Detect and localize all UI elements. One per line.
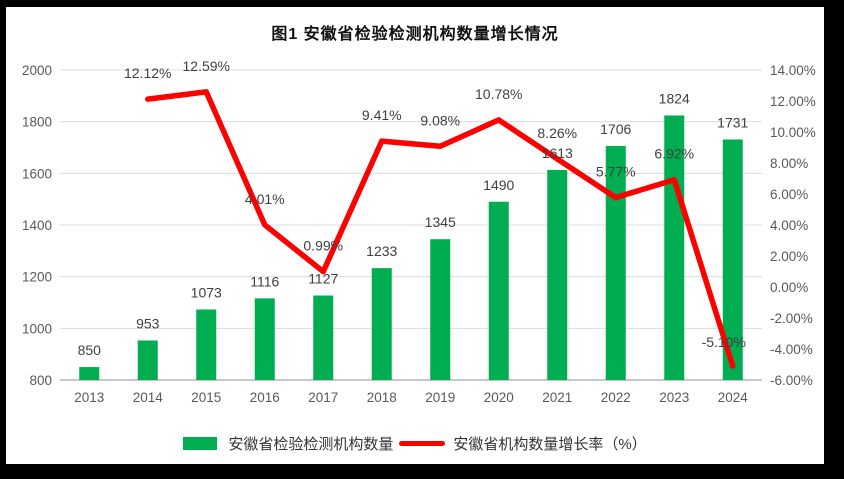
x-axis-tick-label: 2023 — [659, 390, 689, 405]
growth-rate-line — [145, 89, 736, 369]
left-axis-tick-label: 2000 — [22, 63, 52, 78]
bar-value-label: 953 — [136, 315, 160, 331]
right-axis-tick-label: -2.00% — [770, 311, 813, 326]
bar-2019 — [430, 239, 451, 380]
x-axis-tick-label: 2015 — [191, 390, 221, 405]
right-axis-tick-label: 4.00% — [770, 218, 808, 233]
legend-item-line-series: 安徽省机构数量增长率（%） — [399, 433, 647, 454]
x-axis-tick-label: 2019 — [425, 390, 455, 405]
bar-2024 — [722, 139, 743, 380]
left-axis-tick-label: 1600 — [22, 166, 52, 181]
right-axis-tick-label: -6.00% — [770, 373, 813, 388]
bar-2022 — [605, 145, 626, 380]
left-axis-ticks: 2000 1800 1600 1400 1200 1000 800 — [22, 63, 52, 388]
bar-2013 — [79, 367, 100, 380]
x-axis-tick-label: 2020 — [484, 390, 514, 405]
right-axis-tick-label: -4.00% — [770, 342, 813, 357]
bar-2016 — [254, 298, 275, 380]
bar-2015 — [196, 309, 217, 380]
bar-2017 — [313, 295, 334, 380]
x-axis-tick-label: 2014 — [133, 390, 164, 405]
x-axis-tick-label: 2022 — [601, 390, 631, 405]
x-axis-tick-label: 2024 — [718, 390, 749, 405]
line-value-label: 12.12% — [124, 65, 171, 81]
chart-legend: 安徽省检验检测机构数量 安徽省机构数量增长率（%） — [6, 433, 824, 453]
left-axis-tick-label: 1400 — [22, 218, 52, 233]
line-series-path — [145, 89, 736, 369]
line-value-label: 4.01% — [245, 191, 285, 207]
bar-2021 — [547, 169, 568, 380]
line-value-label: 12.59% — [183, 58, 230, 74]
bar-value-label: 1490 — [483, 177, 514, 193]
right-axis-tick-label: 0.00% — [770, 280, 808, 295]
line-data-labels: 12.12% 12.59% 4.01% 0.99% 9.41% 9.08% 10.78% 8.… — [124, 58, 746, 350]
line-value-label: 9.41% — [362, 107, 402, 123]
bar-value-label: 1706 — [600, 121, 631, 137]
bar-2018 — [371, 268, 392, 380]
line-value-label: 0.99% — [303, 238, 343, 254]
legend-label-bar-series: 安徽省检验检测机构数量 — [228, 435, 394, 453]
bar-value-label: 1824 — [659, 90, 690, 106]
bar-value-label: 1731 — [717, 114, 748, 130]
bar-series-swatch — [183, 436, 218, 450]
left-axis-tick-label: 1000 — [22, 321, 52, 336]
line-value-label: -5.10% — [702, 334, 746, 350]
bar-series — [79, 115, 743, 380]
bar-value-label: 1613 — [542, 145, 573, 161]
bar-2020 — [488, 201, 509, 380]
bar-value-label: 1116 — [250, 273, 279, 289]
bar-value-label: 1345 — [425, 214, 456, 230]
line-value-label: 8.26% — [537, 125, 577, 141]
line-value-label: 5.77% — [596, 164, 636, 180]
x-axis-tick-label: 2016 — [250, 390, 280, 405]
x-axis-ticks: 2013 2014 2015 2016 2017 2018 2019 2020 2021 2022… — [74, 390, 748, 405]
x-axis-tick-label: 2021 — [542, 390, 572, 405]
bar-value-label: 1073 — [191, 284, 222, 300]
legend-item-bar-series: 安徽省检验检测机构数量 — [183, 433, 393, 454]
bar-value-label: 1233 — [366, 243, 397, 259]
right-axis-tick-label: 2.00% — [770, 249, 808, 264]
chart-title: 图1 安徽省检验检测机构数量增长情况 — [271, 26, 559, 43]
line-series-swatch — [399, 440, 446, 446]
right-axis-tick-label: 6.00% — [770, 187, 808, 202]
right-axis-tick-label: 12.00% — [770, 94, 816, 109]
bar-value-label: 850 — [78, 342, 102, 358]
bar-value-label: 1127 — [308, 271, 338, 287]
bar-2014 — [137, 340, 158, 380]
line-value-label: 9.08% — [420, 112, 460, 128]
right-axis-tick-label: 8.00% — [770, 156, 808, 171]
x-axis-tick-label: 2018 — [367, 390, 397, 405]
left-axis-tick-label: 800 — [29, 373, 52, 388]
bar-data-labels: 850 953 1073 1116 1127 1233 1345 1490 1613 1706 18… — [78, 90, 749, 358]
x-axis-tick-label: 2013 — [74, 390, 104, 405]
right-axis-tick-label: 10.00% — [770, 125, 816, 140]
legend-label-line-series: 安徽省机构数量增长率（%） — [453, 435, 647, 453]
left-axis-tick-label: 1200 — [22, 270, 52, 285]
gridlines — [60, 69, 762, 381]
right-axis-ticks: 14.00% 12.00% 10.00% 8.00% 6.00% 4.00% 2.00% 0.… — [770, 63, 816, 388]
left-axis-tick-label: 1800 — [22, 115, 52, 130]
line-value-label: 6.92% — [654, 146, 694, 162]
right-axis-tick-label: 14.00% — [770, 63, 816, 78]
x-axis-tick-label: 2017 — [308, 390, 338, 405]
line-value-label: 10.78% — [475, 86, 522, 102]
